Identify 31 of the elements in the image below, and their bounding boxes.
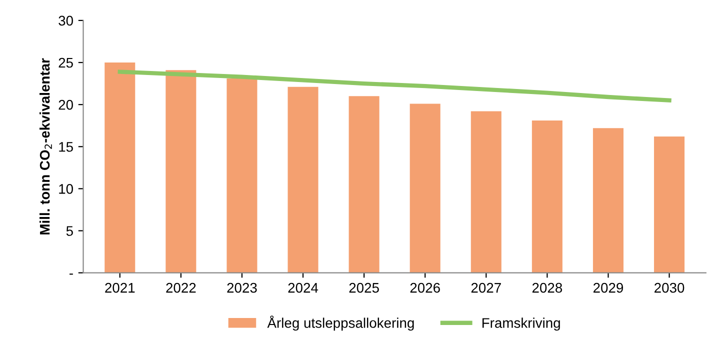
bar bbox=[226, 78, 258, 273]
bar bbox=[410, 104, 440, 273]
bar bbox=[288, 86, 318, 273]
y-tick-label: 15 bbox=[59, 142, 73, 152]
x-tick-label: 2028 bbox=[532, 282, 562, 293]
x-tick-label: 2022 bbox=[166, 282, 196, 293]
legend-label: Framskriving bbox=[482, 318, 560, 331]
bar bbox=[166, 70, 196, 273]
y-tick-label: 20 bbox=[58, 100, 73, 110]
y-axis-title: Mill. tonn CO$_{2}$-ekvivalentar bbox=[40, 58, 52, 234]
bar bbox=[654, 136, 685, 273]
line-series bbox=[118, 70, 672, 102]
bar bbox=[104, 62, 136, 273]
y-tick-label: 5 bbox=[66, 226, 73, 236]
x-tick-label: 2023 bbox=[227, 282, 257, 293]
y-tick-label: 30 bbox=[58, 16, 73, 26]
bar bbox=[470, 111, 502, 273]
y-tick-label: 25 bbox=[58, 58, 73, 68]
x-tick-label: 2026 bbox=[410, 282, 440, 293]
x-tick-label: 2027 bbox=[471, 282, 501, 293]
bar bbox=[532, 120, 562, 273]
x-tick-label: 2025 bbox=[349, 282, 379, 293]
x-tick-label: 2021 bbox=[105, 282, 135, 293]
bar bbox=[348, 96, 380, 273]
y-tick-label: 10 bbox=[59, 184, 73, 194]
legend-label: Årleg utsleppsallokering bbox=[267, 316, 414, 331]
x-tick-label: 2030 bbox=[654, 282, 684, 293]
x-tick-label: 2029 bbox=[593, 282, 624, 293]
x-tick-label: 2024 bbox=[288, 282, 318, 293]
y-tick-label: - bbox=[70, 274, 73, 275]
bar bbox=[592, 128, 624, 273]
